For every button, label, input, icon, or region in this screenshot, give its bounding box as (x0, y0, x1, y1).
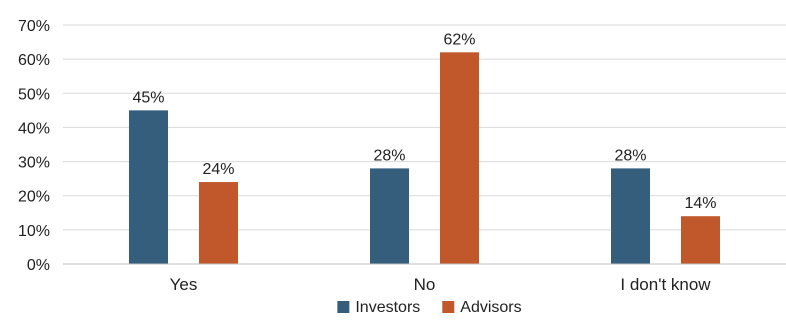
data-label: 45% (132, 89, 164, 106)
data-label: 28% (373, 147, 405, 164)
category-label: Yes (170, 275, 198, 294)
bar-investors-0 (129, 110, 168, 264)
category-label: I don't know (620, 275, 711, 294)
y-tick-label: 50% (18, 86, 50, 103)
legend-swatch-investors (337, 301, 350, 313)
bar-advisors-0 (199, 182, 238, 264)
legend-label-advisors: Advisors (460, 299, 521, 316)
legend-label-investors: Investors (355, 299, 420, 316)
y-tick-label: 40% (18, 120, 50, 137)
gridlines (63, 24, 786, 231)
y-tick-label: 10% (18, 223, 50, 240)
bar-advisors-1 (440, 52, 479, 264)
bar-investors-1 (370, 168, 409, 264)
legend: Investors Advisors (337, 299, 522, 316)
bar-advisors-2 (681, 216, 720, 264)
data-label: 62% (443, 31, 475, 48)
bar-investors-2 (611, 168, 650, 264)
data-label: 28% (614, 147, 646, 164)
y-axis-tick-labels: 0% 10% 20% 30% 40% 50% 60% 70% (18, 18, 50, 274)
category-label: No (414, 275, 436, 294)
y-tick-label: 20% (18, 189, 50, 206)
category-labels: Yes No I don't know (170, 275, 712, 294)
legend-swatch-advisors (442, 301, 455, 313)
data-labels: 45% 24% 28% 62% 28% 14% (132, 31, 716, 212)
y-tick-label: 70% (18, 18, 50, 35)
bars (129, 52, 720, 264)
y-tick-label: 60% (18, 52, 50, 69)
data-label: 24% (202, 161, 234, 178)
y-tick-label: 30% (18, 155, 50, 172)
data-label: 14% (684, 195, 716, 212)
y-tick-label: 0% (27, 257, 50, 274)
